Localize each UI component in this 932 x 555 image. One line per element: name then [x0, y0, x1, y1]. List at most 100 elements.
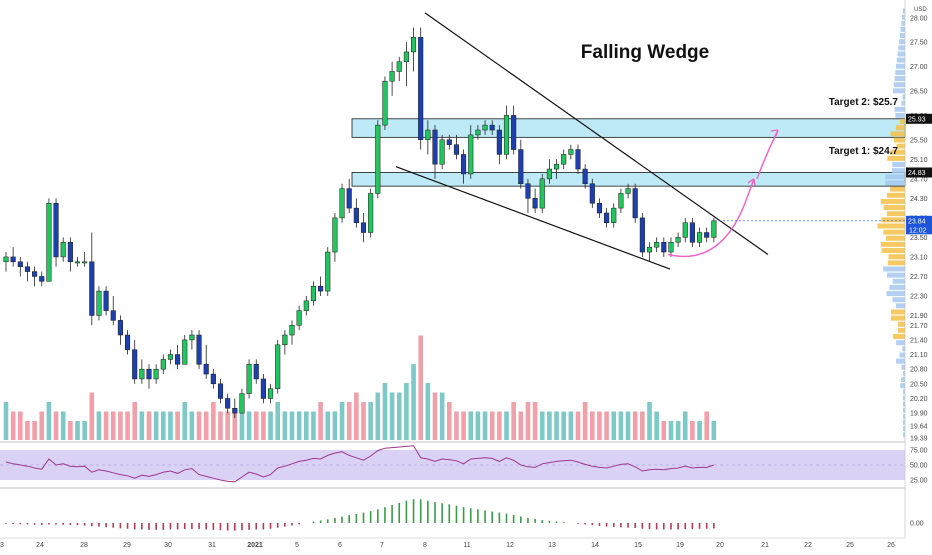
profile-bar — [890, 186, 905, 192]
candle — [167, 354, 173, 360]
date-tick-label: 5 — [295, 542, 299, 549]
candle — [125, 334, 131, 350]
date-tick-label: 7 — [380, 542, 384, 549]
volume-bar — [661, 421, 667, 440]
profile-bar — [880, 198, 905, 204]
candle — [368, 193, 374, 233]
volume-bar — [468, 411, 474, 440]
candle — [296, 310, 302, 326]
volume-bar — [275, 402, 280, 440]
candle — [482, 124, 488, 131]
currency-label: USD — [914, 7, 927, 13]
volume-bar — [68, 421, 73, 440]
price-tick-label: 19.39 — [910, 436, 928, 443]
volume-bar — [132, 402, 137, 440]
candle — [110, 310, 116, 321]
rsi-panel — [0, 441, 905, 489]
profile-bar — [903, 395, 905, 401]
candle — [53, 202, 59, 258]
volume-bar — [475, 411, 481, 440]
volume-bar — [590, 411, 595, 440]
profile-bar — [895, 303, 905, 309]
volume-bar — [318, 402, 323, 440]
volume-bar — [289, 411, 295, 440]
profile-bar — [888, 254, 905, 260]
projection-arrow-2-head — [770, 129, 779, 137]
candle — [10, 256, 16, 263]
candle — [618, 193, 624, 209]
candle — [239, 393, 245, 414]
candle — [625, 188, 631, 194]
target-2-label: Target 2: $25.7 — [829, 97, 899, 108]
volume-bar — [53, 411, 59, 440]
wedge-lines-layer — [395, 12, 779, 270]
rsi-line — [5, 445, 715, 483]
candle — [646, 246, 653, 253]
date-tick-label: 14 — [591, 542, 599, 549]
profile-bar — [897, 51, 905, 57]
profile-bar — [903, 389, 905, 395]
volume-bar — [404, 383, 409, 440]
volume-bar — [447, 402, 452, 440]
volume-bar — [640, 411, 645, 440]
price-tick-label: 21.10 — [910, 352, 928, 359]
price-tick-label: 22.30 — [910, 293, 928, 300]
candle — [318, 285, 324, 292]
date-tick-label: 23 — [0, 542, 4, 549]
candle — [546, 168, 552, 180]
profile-bar — [902, 346, 905, 352]
volume-bar — [647, 402, 652, 440]
profile-bar — [886, 272, 905, 278]
date-tick-label: 2021 — [247, 542, 263, 549]
volume-bar — [82, 421, 87, 440]
profile-bar — [887, 260, 905, 266]
candle — [346, 188, 352, 209]
volume-bar — [354, 392, 359, 440]
candles-layer — [3, 27, 717, 418]
candle — [689, 222, 695, 243]
volume-bar — [504, 411, 509, 440]
date-tick-label: 8 — [423, 542, 427, 549]
volume-bar — [632, 411, 638, 440]
volume-bar — [539, 411, 545, 440]
profile-bar — [885, 235, 905, 241]
candle — [511, 115, 517, 150]
candle — [332, 217, 338, 253]
candle — [539, 178, 545, 209]
volume-bar — [211, 402, 216, 440]
profile-bar — [899, 352, 905, 358]
candle — [425, 129, 431, 141]
candle — [310, 285, 316, 302]
volume-bar — [196, 411, 202, 440]
candle — [711, 220, 717, 238]
profile-bar — [893, 137, 905, 143]
candle — [17, 261, 23, 267]
date-tick-label: 29 — [123, 542, 131, 549]
profile-bar — [903, 432, 905, 438]
volume-bar — [690, 421, 695, 440]
candle — [396, 61, 402, 72]
volume-bar — [532, 402, 538, 440]
target-2-price-badge: 25.93 — [908, 116, 926, 123]
profile-bar — [893, 88, 905, 94]
profile-bar — [896, 340, 905, 346]
price-tick-label: 26.50 — [910, 88, 928, 95]
candle — [496, 129, 502, 155]
candle — [568, 149, 574, 155]
volume-bar — [511, 402, 516, 440]
volume-bar — [10, 411, 16, 440]
price-tick-label: 20.50 — [910, 381, 928, 388]
profile-bar — [900, 119, 905, 125]
profile-bar — [886, 211, 905, 217]
profile-bar — [895, 112, 905, 118]
volume-bar — [454, 411, 459, 440]
candle — [675, 237, 681, 243]
volume-bar — [547, 411, 552, 440]
candle — [632, 188, 638, 219]
volume-bar — [3, 402, 9, 440]
volume-bar — [604, 411, 609, 440]
volume-bar — [239, 402, 245, 440]
volume-bar — [618, 411, 624, 440]
